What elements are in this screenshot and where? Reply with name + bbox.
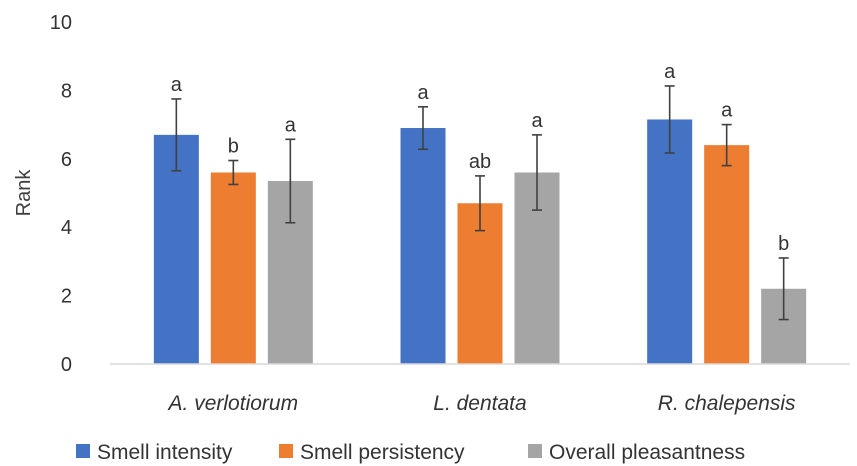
y-tick-label: 0 [61, 354, 72, 376]
y-tick-label: 10 [50, 12, 72, 34]
y-tick-label: 4 [61, 217, 72, 239]
category-label: A. verlotiorum [167, 392, 299, 415]
category-label: R. chalepensis [658, 392, 796, 415]
legend-swatch [528, 444, 542, 458]
y-axis-title: Rank [13, 169, 35, 217]
y-tick-label: 6 [61, 149, 72, 171]
bar [704, 145, 750, 364]
significance-letter: b [228, 136, 239, 158]
y-tick-label: 8 [61, 80, 72, 102]
significance-letter: a [531, 110, 543, 132]
significance-letter: a [664, 61, 676, 83]
legend-label: Overall pleasantness [549, 441, 745, 464]
bar [647, 119, 693, 364]
significance-letter: a [417, 82, 429, 104]
bar [210, 172, 256, 364]
legend: Smell intensity Smell persistency Overall … [76, 441, 745, 464]
y-tick-label: 2 [61, 286, 72, 308]
significance-letter: a [721, 100, 733, 122]
significance-letter: ab [469, 151, 491, 173]
bar [400, 128, 446, 364]
legend-label: Smell intensity [97, 441, 233, 464]
legend-swatch [279, 444, 293, 458]
significance-letter: a [171, 74, 183, 96]
category-labels: A. verlotiorum L. dentata R. chalepensis [167, 392, 796, 415]
significance-letter: b [778, 233, 789, 255]
bar [153, 134, 199, 364]
significance-letter: a [285, 114, 297, 136]
y-tick-labels: 0 2 4 6 8 10 [50, 12, 72, 376]
legend-swatch [76, 444, 90, 458]
legend-label: Smell persistency [300, 441, 465, 464]
y-axis-title-group: Rank [13, 169, 35, 217]
category-label: L. dentata [433, 392, 526, 415]
